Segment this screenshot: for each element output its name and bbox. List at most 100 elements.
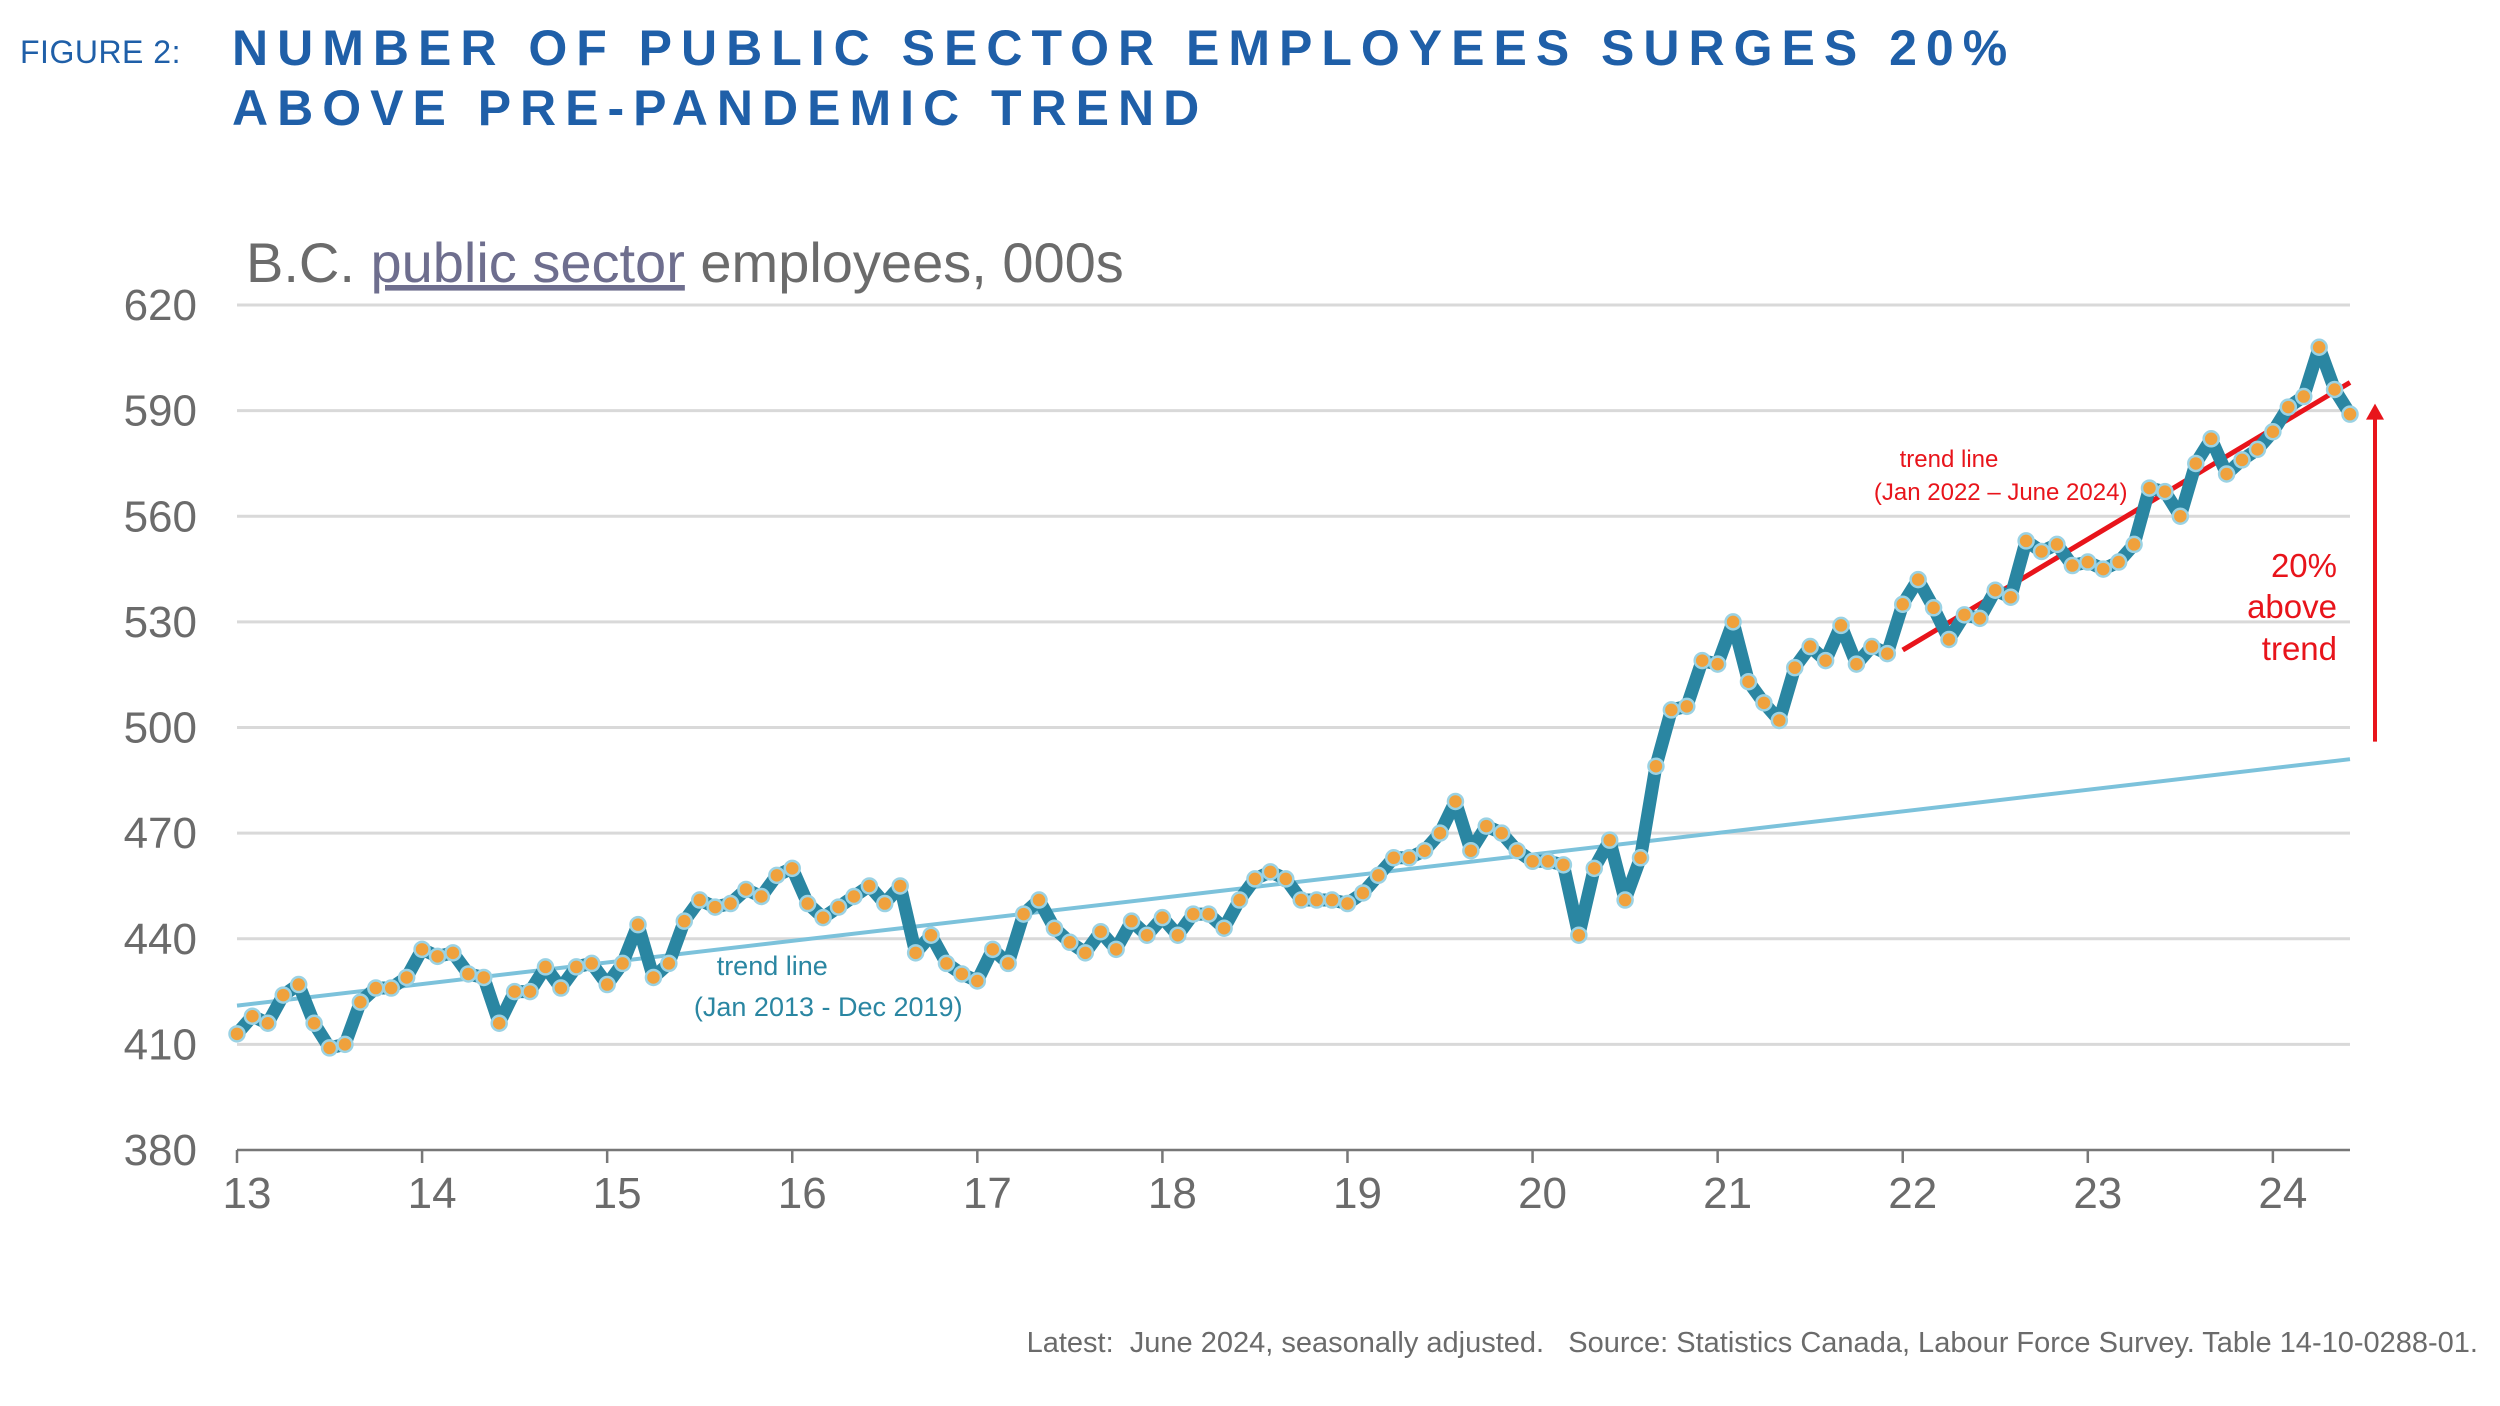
data-point — [2094, 560, 2112, 578]
figure-title-line-2: ABOVE PRE-PANDEMIC TREND — [232, 80, 1209, 136]
data-point — [320, 1039, 339, 1057]
data-point — [1369, 866, 1388, 885]
chart-subtitle: B.C. public sector employees, 000s — [246, 231, 1124, 294]
data-point — [1662, 701, 1681, 719]
data-point — [2140, 479, 2159, 497]
y-tick-label: 410 — [124, 1020, 197, 1069]
data-point — [613, 954, 632, 973]
data-point — [1816, 651, 1835, 670]
data-point — [845, 887, 863, 906]
data-point — [999, 954, 1017, 973]
data-point — [829, 898, 848, 916]
x-tick-label: 17 — [963, 1169, 1012, 1218]
data-point — [1708, 655, 1727, 673]
data-point — [1091, 922, 1110, 941]
data-point — [1878, 644, 1897, 663]
x-tick-label: 23 — [2073, 1169, 2122, 1218]
data-point — [1647, 757, 1665, 775]
x-tick-label: 24 — [2258, 1169, 2307, 1218]
data-point — [1940, 630, 1958, 649]
data-point — [228, 1025, 246, 1043]
data-point — [1076, 944, 1095, 962]
data-point — [1508, 841, 1526, 860]
data-point — [768, 866, 786, 885]
data-point — [428, 947, 447, 966]
data-point — [1724, 613, 1742, 631]
data-point — [490, 1014, 508, 1032]
data-point — [2109, 553, 2128, 571]
x-tick-label: 20 — [1518, 1169, 1567, 1218]
data-point — [1261, 863, 1280, 881]
data-point — [1307, 891, 1326, 909]
data-point — [983, 940, 1002, 959]
data-point — [675, 912, 694, 930]
x-tick-label: 18 — [1148, 1169, 1197, 1218]
data-point — [644, 968, 663, 987]
data-point — [1061, 933, 1079, 952]
data-point — [2156, 482, 2174, 501]
data-point — [1277, 870, 1295, 888]
data-point — [1693, 651, 1711, 670]
chart-subtitle-part-2: public sector — [370, 231, 684, 294]
data-point — [1863, 637, 1881, 656]
annotation-arrow-head — [2366, 403, 2384, 420]
data-point — [798, 894, 817, 913]
data-point — [521, 982, 539, 1001]
series-public-sector-employees — [230, 340, 2357, 1055]
data-point — [243, 1007, 262, 1025]
data-point — [1030, 891, 1048, 909]
data-point — [2217, 465, 2236, 483]
annotation-line-2: above — [2247, 588, 2337, 625]
data-point — [2187, 454, 2205, 473]
data-point — [1924, 599, 1943, 617]
data-point — [2202, 430, 2220, 448]
data-point — [567, 958, 586, 976]
y-tick-label: 380 — [124, 1126, 197, 1175]
data-point — [1832, 616, 1850, 635]
data-point — [1446, 792, 1465, 811]
y-tick-label: 560 — [124, 492, 197, 541]
data-point — [1909, 570, 1927, 589]
data-point — [721, 894, 740, 913]
data-point — [444, 944, 462, 962]
data-point — [2048, 535, 2066, 554]
data-point — [1539, 852, 1557, 871]
x-tick-label: 15 — [593, 1169, 642, 1218]
x-tick-label: 14 — [408, 1169, 457, 1218]
data-point — [2279, 398, 2298, 416]
data-point — [397, 968, 416, 987]
data-point — [1971, 609, 1989, 628]
data-point — [2001, 588, 2020, 606]
data-point — [1184, 905, 1202, 923]
data-point — [937, 954, 956, 973]
data-point — [922, 926, 940, 944]
data-point — [1523, 852, 1542, 871]
data-point — [2248, 440, 2267, 459]
trend-pre-label-line-2: (Jan 2013 - Dec 2019) — [694, 992, 963, 1022]
data-point — [2032, 542, 2051, 561]
data-point — [1847, 655, 1866, 673]
data-point — [2079, 553, 2097, 571]
data-point — [1400, 849, 1418, 867]
chart-subtitle-part-3: employees, 000s — [685, 231, 1124, 294]
data-point — [259, 1014, 277, 1032]
data-point — [953, 965, 971, 983]
data-point — [2233, 451, 2251, 469]
data-point — [629, 915, 647, 934]
data-point — [1678, 697, 1696, 716]
data-point — [891, 877, 909, 895]
x-tick-label: 21 — [1703, 1169, 1752, 1218]
data-point — [1462, 841, 1480, 860]
x-axis: 13 14 15 16 17 18 19 20 21 22 23 24 — [223, 1148, 2350, 1218]
data-point — [1246, 870, 1264, 888]
data-point — [582, 954, 601, 973]
data-point — [289, 975, 308, 994]
data-point — [2063, 556, 2082, 575]
data-point — [1215, 919, 1233, 937]
data-point — [876, 894, 894, 913]
annotation-line-3: trend — [2262, 630, 2337, 667]
figure-title-line-1: NUMBER OF PUBLIC SECTOR EMPLOYEES SURGES… — [232, 20, 2017, 76]
data-point — [2325, 380, 2344, 399]
trend-post-label-line-2: (Jan 2022 – June 2024) — [1874, 479, 2128, 506]
data-point — [1354, 884, 1372, 902]
